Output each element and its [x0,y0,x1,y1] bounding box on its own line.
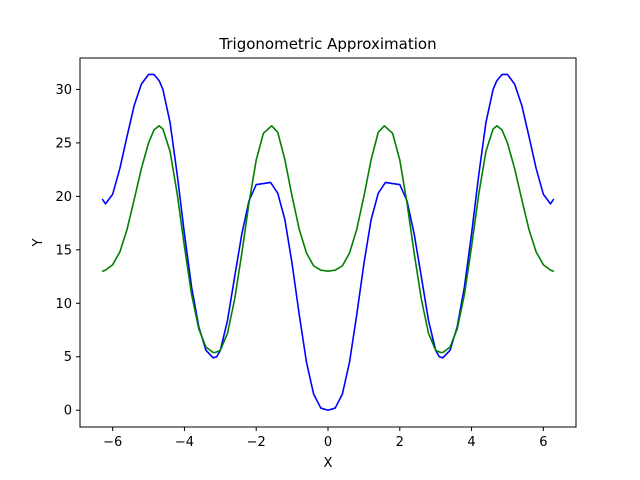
chart-title: Trigonometric Approximation [218,35,436,53]
x-tick-label: −4 [175,435,194,450]
x-tick-label: 6 [539,435,547,450]
y-tick-label: 5 [64,350,72,365]
series-line-blue [101,73,555,412]
series-line-green [101,124,555,354]
x-tick-label: 2 [396,435,404,450]
x-tick-label: 0 [324,435,332,450]
y-tick-label: 0 [64,404,72,419]
y-tick-label: 30 [55,83,72,98]
y-tick-label: 25 [55,136,72,151]
y-axis-label: Y [31,238,46,247]
y-axis-ticks: 0 5 10 15 20 25 30 [55,83,80,419]
y-tick-label: 10 [55,297,72,312]
x-axis-ticks: −6 −4 −2 0 2 4 6 [103,427,547,450]
x-axis-label: X [324,456,333,471]
series-layer [101,73,555,412]
y-tick-label: 20 [55,190,72,205]
x-tick-label: 4 [467,435,475,450]
x-tick-label: −6 [103,435,122,450]
y-tick-label: 15 [55,243,72,258]
x-tick-label: −2 [247,435,266,450]
